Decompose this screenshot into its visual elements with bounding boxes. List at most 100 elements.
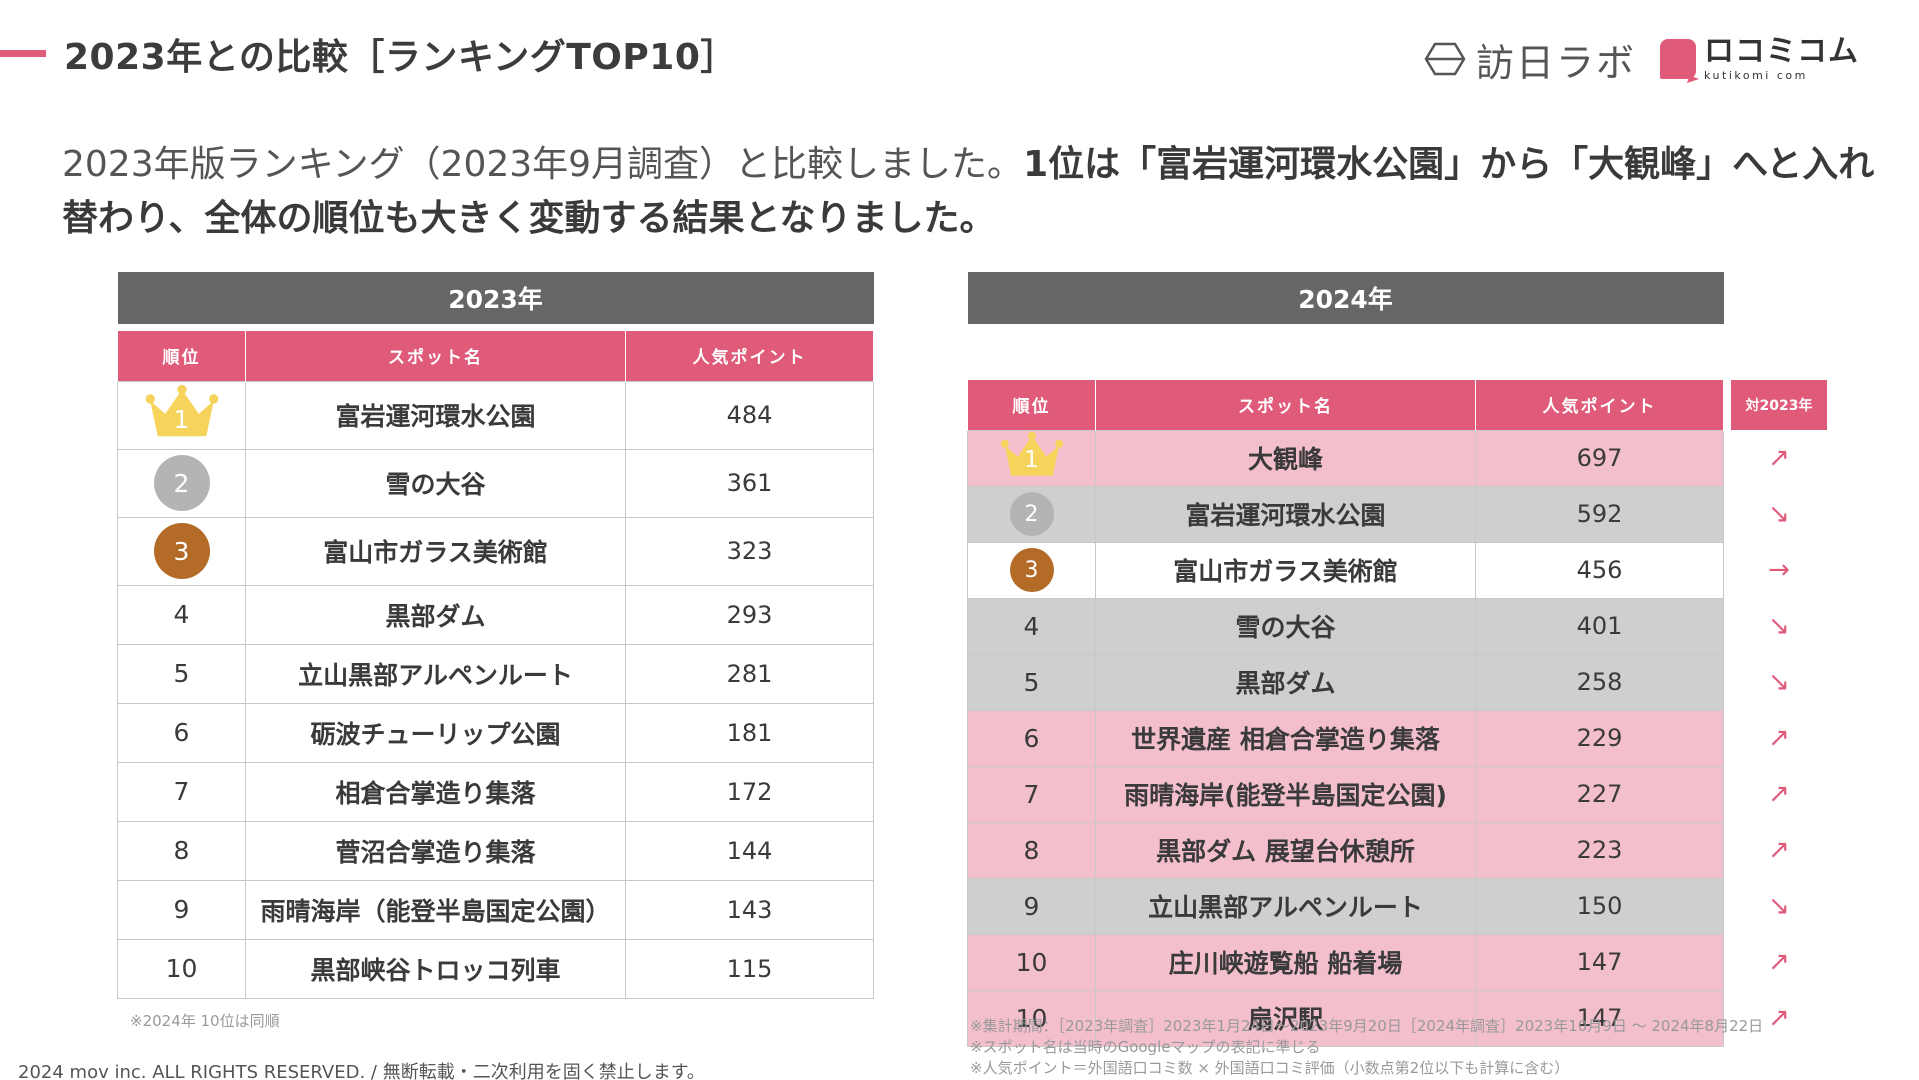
houjin-lab-mark-icon: [1424, 42, 1466, 76]
rank-number: 4: [1023, 611, 1040, 641]
rank-number: 5: [1023, 667, 1040, 697]
spot-name-cell: 立山黒部アルペンルート: [245, 643, 626, 704]
table-row: 4 黒部ダム 293: [117, 584, 874, 645]
table-caption: 2024年: [967, 272, 1724, 324]
rank-number: 9: [1023, 891, 1040, 921]
table-body: 1 大観峰 697 ↗ 2 富岩運河環水公園 592 ↘ 3 富山市ガラス美術館 456 → 4 雪の大谷…: [967, 429, 1828, 1047]
col-header-vs-2023: 対2023年: [1730, 380, 1828, 430]
copyright-footer: 2024 mov inc. ALL RIGHTS RESERVED. / 無断転…: [18, 1062, 705, 1080]
rank-cell: 4: [967, 597, 1096, 655]
intro-part2: 1位は「富岩運河環水公園」から「大観峰」へと入れ替わり、全体の順位も大きく変動す…: [62, 144, 1875, 239]
spot-name-cell: 扇沢駅: [1095, 989, 1476, 1047]
points-cell: 697: [1475, 429, 1724, 487]
rank-number: 8: [1023, 835, 1040, 865]
bronze-medal-icon: 3: [153, 523, 210, 579]
table-row: 6 砺波チューリップ公園 181: [117, 702, 874, 763]
table-row: 5 立山黒部アルペンルート 281: [117, 643, 874, 704]
spot-name-cell: 雨晴海岸（能登半島国定公園）: [245, 879, 626, 940]
trend-arrow-icon: ↗: [1768, 835, 1790, 865]
table-row: 1 富岩運河環水公園 484: [117, 380, 874, 450]
table-row: 10 庄川峡遊覧船 船着場 147 ↗: [967, 933, 1828, 991]
points-cell: 181: [625, 702, 874, 763]
points-cell: 258: [1475, 653, 1724, 711]
table-row: 9 雨晴海岸（能登半島国定公園） 143: [117, 879, 874, 940]
spot-name-cell: 雨晴海岸(能登半島国定公園): [1095, 765, 1476, 823]
points-cell: 323: [625, 516, 874, 586]
rank-cell: 10: [967, 989, 1096, 1047]
rank-cell: 8: [117, 820, 246, 881]
spot-name-cell: 大観峰: [1095, 429, 1476, 487]
note-period: ※集計期間：［2023年調査］2023年1月24日〜2023年9月20日［202…: [970, 1017, 1764, 1035]
spot-name-cell: 富岩運河環水公園: [245, 380, 626, 450]
points-cell: 592: [1475, 485, 1724, 543]
ranking-table-2023: 2023年 順位 スポット名 人気ポイント 1 富岩運河環水公園 484 2 雪の大谷 3…: [117, 272, 874, 999]
points-cell: 401: [1475, 597, 1724, 655]
houjin-lab-logo: 訪日ラボ: [1424, 32, 1636, 87]
trend-arrow-icon: →: [1768, 555, 1790, 585]
trend-arrow-icon: ↗: [1768, 443, 1790, 473]
rank-number: 10: [165, 954, 198, 983]
rank-cell: 10: [117, 938, 246, 999]
points-cell: 227: [1475, 765, 1724, 823]
kutikomi-logo-en: kutikomi com: [1704, 69, 1808, 82]
spot-name-cell: 世界遺産 相倉合掌造り集落: [1095, 709, 1476, 767]
rank-cell: 1: [117, 380, 246, 450]
table-row: 3 富山市ガラス美術館 456 →: [967, 541, 1828, 599]
spot-name-cell: 黒部ダム: [1095, 653, 1476, 711]
trend-arrow-icon: ↘: [1768, 667, 1790, 697]
note-points-formula: ※人気ポイント＝外国語口コミ数 × 外国語口コミ評価（小数点第2位以下も計算に含…: [970, 1059, 1570, 1077]
spot-name-cell: 黒部峡谷トロッコ列車: [245, 938, 626, 999]
rank-cell: 1: [967, 429, 1096, 487]
rank-cell: 2: [117, 448, 246, 518]
table-row: 2 雪の大谷 361: [117, 448, 874, 518]
rank-number: 7: [173, 777, 190, 806]
rank-number: 6: [1023, 723, 1040, 753]
rank-cell: 5: [967, 653, 1096, 711]
rank-cell: 8: [967, 821, 1096, 879]
table-row: 5 黒部ダム 258 ↘: [967, 653, 1828, 711]
spot-name-cell: 庄川峡遊覧船 船着場: [1095, 933, 1476, 991]
brand-logos: 訪日ラボ ロコミコム kutikomi com: [1424, 32, 1859, 87]
rank-cell: 3: [117, 516, 246, 586]
col-header-points: 人気ポイント: [625, 331, 874, 381]
table-caption: 2023年: [117, 272, 874, 324]
speech-bubble-icon: [1660, 39, 1696, 79]
rank-cell: 10: [967, 933, 1096, 991]
table-row: 6 世界遺産 相倉合掌造り集落 229 ↗: [967, 709, 1828, 767]
points-cell: 143: [625, 879, 874, 940]
points-cell: 172: [625, 761, 874, 822]
table-2023-note: ※2024年 10位は同順: [130, 1012, 280, 1030]
table-row: 10 黒部峡谷トロッコ列車 115: [117, 938, 874, 999]
rank-cell: 7: [117, 761, 246, 822]
table-row: 9 立山黒部アルペンルート 150 ↘: [967, 877, 1828, 935]
table-row: 1 大観峰 697 ↗: [967, 429, 1828, 487]
spot-name-cell: 立山黒部アルペンルート: [1095, 877, 1476, 935]
rank-number: 10: [1015, 947, 1048, 977]
table-row: 7 雨晴海岸(能登半島国定公園) 227 ↗: [967, 765, 1828, 823]
kutikomi-logo: ロコミコム kutikomi com: [1660, 37, 1859, 81]
title-accent-bar: [0, 50, 46, 57]
points-cell: 361: [625, 448, 874, 518]
rank-number: 8: [173, 836, 190, 865]
bronze-medal-icon: 3: [1009, 548, 1054, 592]
gold-crown-icon: 1: [997, 431, 1067, 479]
trend-arrow-icon: ↘: [1768, 499, 1790, 529]
rank-number: 9: [173, 895, 190, 924]
points-cell: 281: [625, 643, 874, 704]
trend-arrow-icon: ↘: [1768, 891, 1790, 921]
gold-crown-icon: 1: [142, 384, 222, 440]
points-cell: 456: [1475, 541, 1724, 599]
table-2024-notes: ※集計期間：［2023年調査］2023年1月24日〜2023年9月20日［202…: [970, 1016, 1763, 1079]
rank-number: 1: [1024, 447, 1039, 473]
rank-cell: 9: [967, 877, 1096, 935]
intro-text: 2023年版ランキング（2023年9月調査）と比較しました。1位は「富岩運河環水…: [62, 138, 1882, 246]
table-row: 3 富山市ガラス美術館 323: [117, 516, 874, 586]
points-cell: 147: [1475, 933, 1724, 991]
trend-arrow-icon: ↗: [1768, 947, 1790, 977]
col-header-rank: 順位: [117, 331, 246, 381]
rank-cell: 6: [967, 709, 1096, 767]
trend-arrow-icon: ↗: [1768, 723, 1790, 753]
table-row: 8 菅沼合掌造り集落 144: [117, 820, 874, 881]
col-header-rank: 順位: [967, 380, 1096, 430]
rank-cell: 4: [117, 584, 246, 645]
